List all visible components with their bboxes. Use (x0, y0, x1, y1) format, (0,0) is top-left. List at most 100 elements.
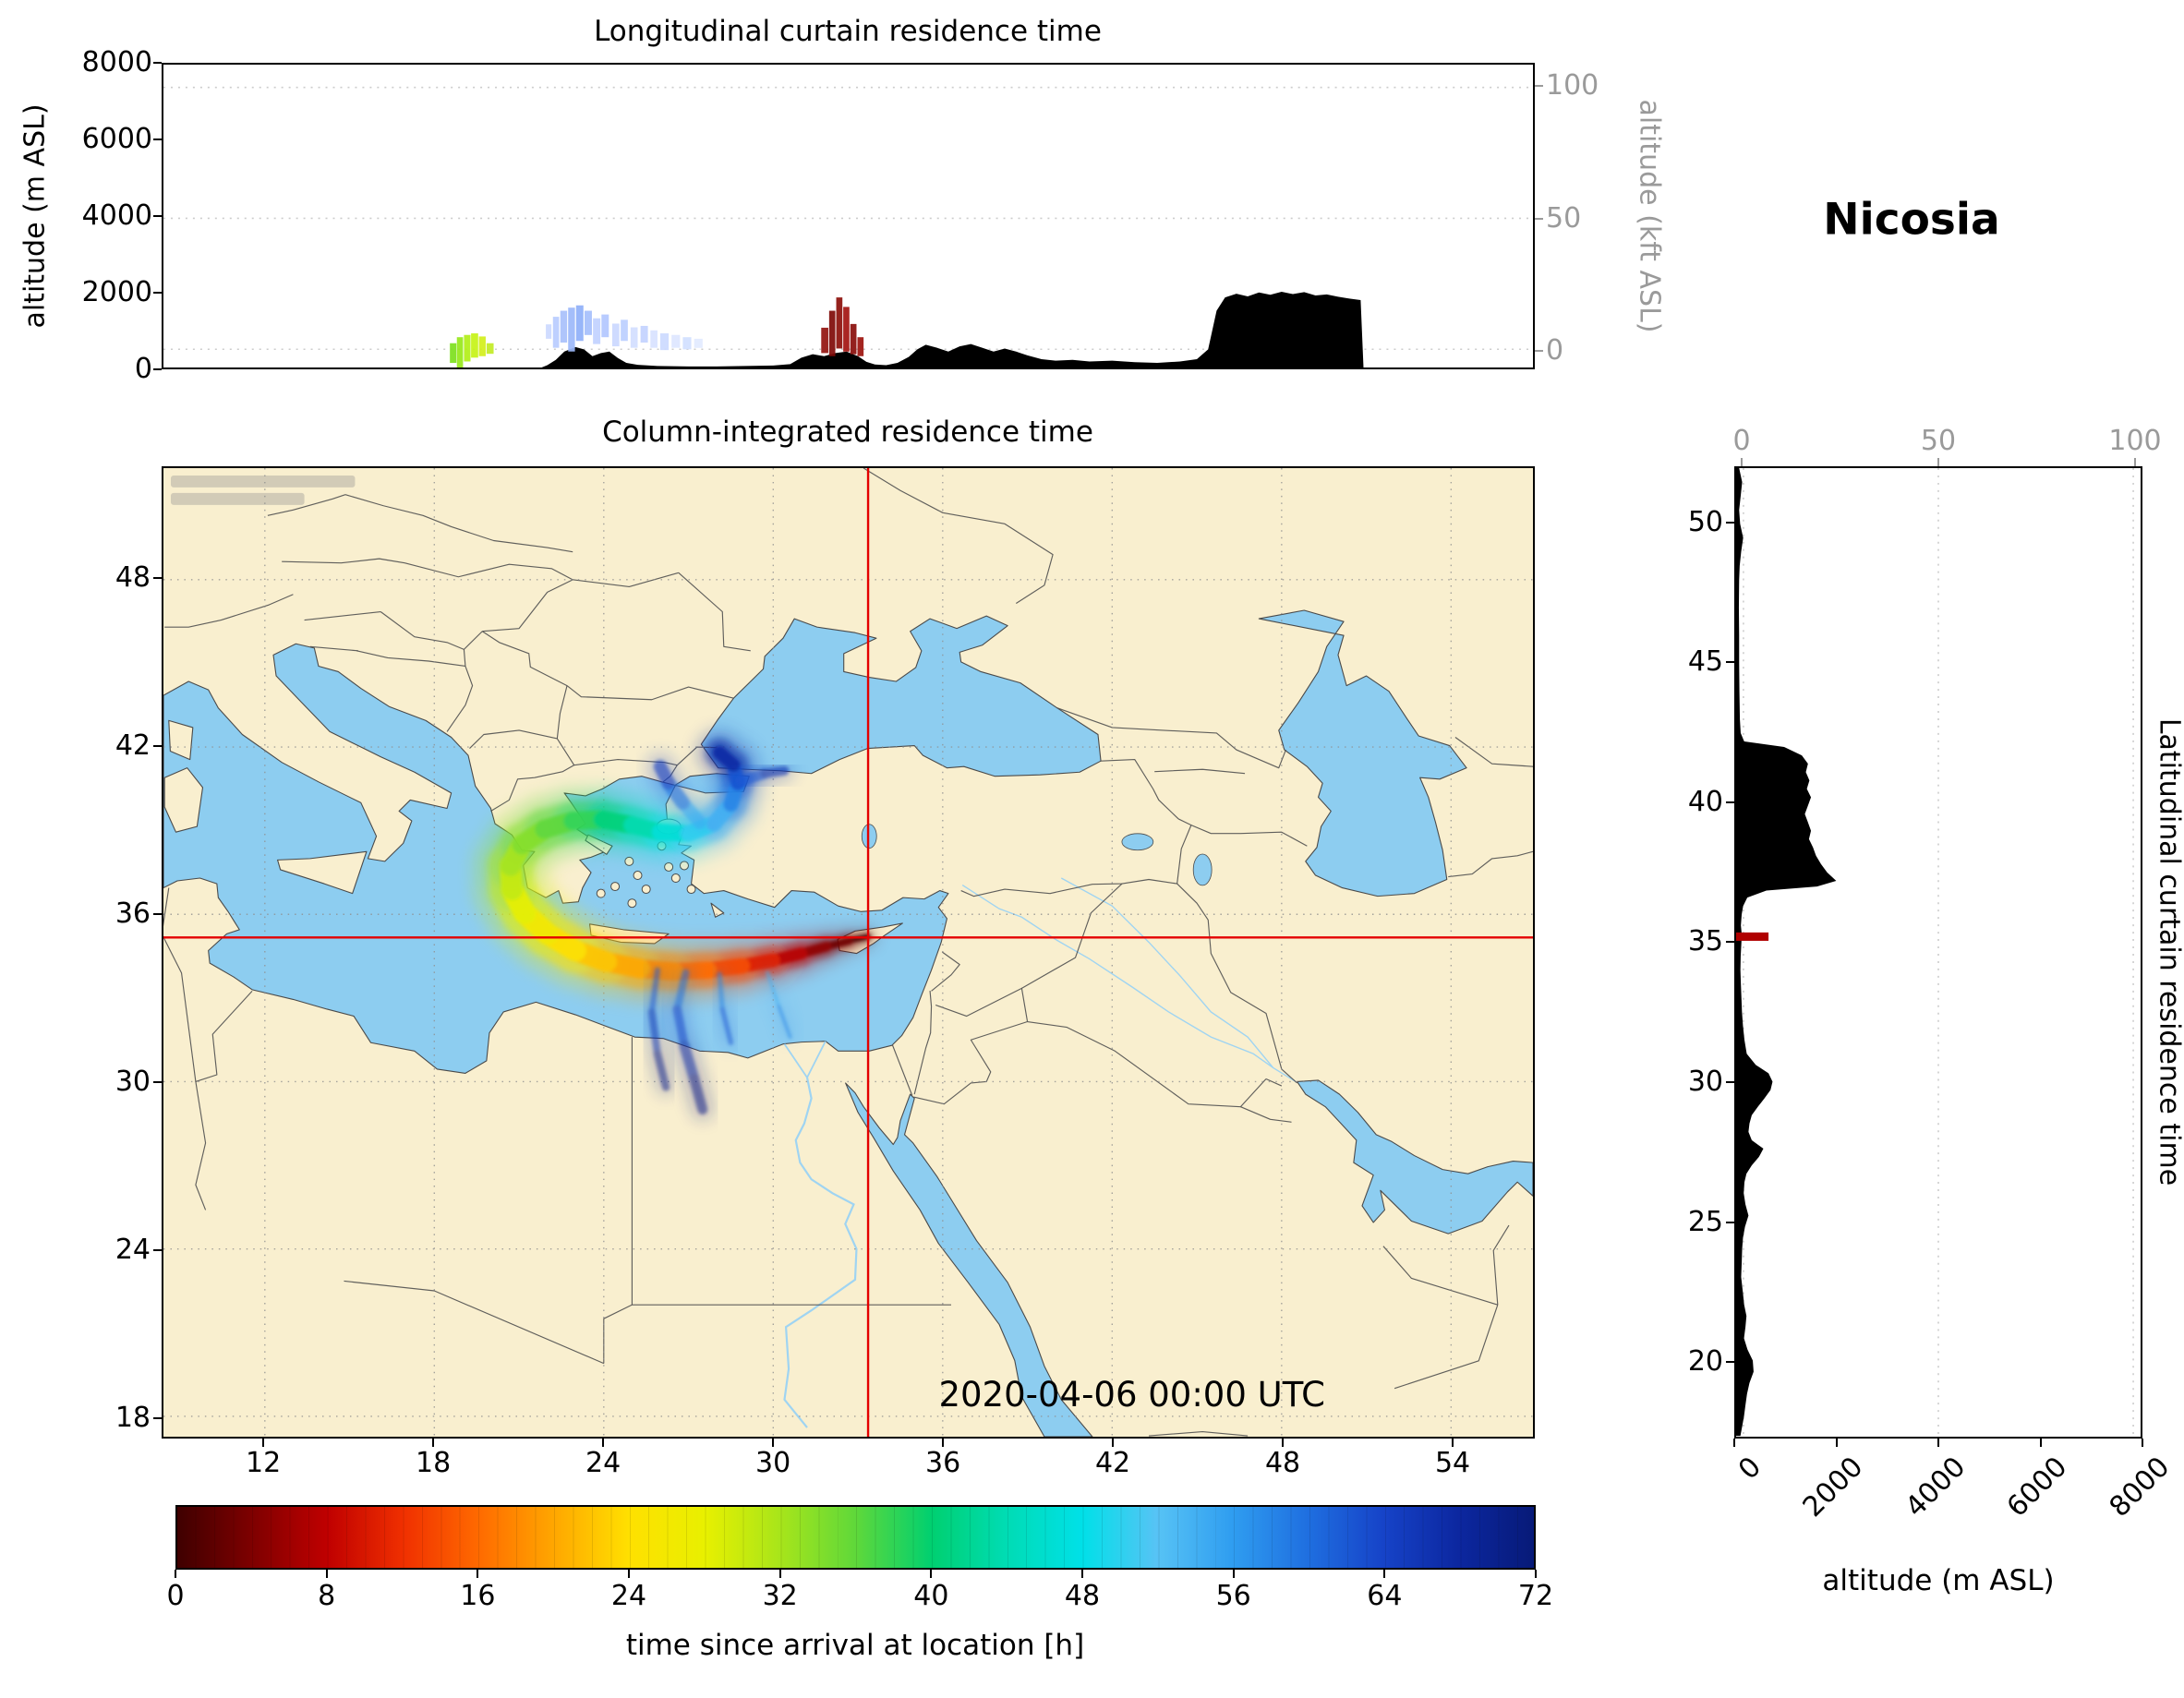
tick-mark (1081, 1570, 1083, 1578)
tick-mark (1535, 85, 1543, 87)
residence-cell (828, 310, 836, 356)
residence-cell (601, 314, 609, 338)
sardinia (163, 767, 204, 833)
tick-mark (602, 1439, 605, 1447)
latitudinal-residence-profile (1736, 468, 1837, 1437)
plume-segment (679, 1040, 700, 1085)
plume-branch (736, 765, 790, 787)
residence-cell (694, 338, 703, 348)
corsica (168, 719, 194, 761)
right-xtick-kft: 0 (1732, 425, 1751, 457)
top-ytick-kft: 100 (1546, 69, 1599, 102)
country-border (1265, 1078, 1283, 1087)
map-xtick: 18 (415, 1447, 452, 1479)
map-svg (163, 468, 1533, 1437)
country-border (344, 494, 573, 553)
plume-streak (672, 969, 708, 1115)
country-border (380, 611, 483, 650)
plume-segment (717, 971, 726, 1012)
right-ytick: 45 (1687, 645, 1723, 679)
tick-mark (432, 1439, 435, 1447)
map-plot: 2020-04-06 00:00 UTC (162, 466, 1535, 1439)
colorbar-tick: 56 (1215, 1580, 1251, 1612)
colorbar-tick: 48 (1064, 1580, 1101, 1612)
colorbar (175, 1505, 1536, 1570)
map-xtick: 54 (1434, 1447, 1471, 1479)
tick-mark (1726, 1361, 1734, 1364)
tick-mark (153, 368, 162, 370)
tick-mark (153, 745, 162, 748)
country-border (556, 685, 568, 740)
top-ylabel-left: altitude (m ASL) (18, 103, 52, 329)
country-border (164, 594, 294, 628)
country-border (344, 1280, 605, 1365)
country-border (195, 990, 253, 1210)
plume-segment (653, 760, 676, 790)
tick-mark (2039, 1439, 2042, 1447)
country-border (678, 572, 751, 652)
country-border (282, 558, 573, 581)
tick-mark (778, 1570, 781, 1578)
map-ytick: 42 (115, 729, 151, 763)
tick-mark (153, 913, 162, 916)
country-border (891, 1044, 913, 1096)
map-timestamp: 2020-04-06 00:00 UTC (938, 1375, 1325, 1415)
country-border (1394, 1304, 1499, 1390)
euphrates-river (961, 884, 1297, 1083)
residence-cell (575, 305, 584, 342)
tick-mark (1452, 1439, 1454, 1447)
tick-mark (1535, 350, 1543, 352)
top-ytick-m: 4000 (81, 199, 152, 232)
tick-mark (1383, 1570, 1386, 1578)
right-xtick: 0 (1732, 1451, 1768, 1487)
map-xtick: 30 (754, 1447, 791, 1479)
aegean-island (686, 885, 696, 895)
residence-cell (546, 324, 552, 339)
map-xtick: 12 (245, 1447, 282, 1479)
tick-mark (1535, 217, 1543, 220)
country-border (446, 666, 474, 732)
right-xtick-kft: 100 (2108, 425, 2162, 457)
tick-mark (153, 577, 162, 580)
residence-cell (682, 337, 692, 350)
country-border (1154, 768, 1246, 775)
country-border (863, 468, 1054, 605)
tick-mark (153, 1248, 162, 1251)
nile-delta-branch (783, 1043, 808, 1078)
tick-mark (153, 1416, 162, 1419)
tick-mark (1726, 941, 1734, 944)
tick-mark (1726, 1081, 1734, 1084)
country-border (935, 987, 1029, 1022)
tick-mark (1835, 1439, 1838, 1447)
aegean-island (641, 885, 651, 895)
right-panel-title: Latitudinal curtain residence time (2153, 717, 2184, 1186)
colorbar-label: time since arrival at location [h] (625, 1629, 1085, 1662)
plume-segment (648, 967, 661, 1016)
plume-segment (719, 1006, 734, 1045)
tick-mark (1733, 1439, 1735, 1447)
lake (1192, 853, 1213, 886)
residence-cell (659, 333, 670, 351)
tigris-river (1060, 877, 1274, 1068)
tick-mark (1726, 521, 1734, 524)
country-border (566, 685, 734, 701)
top-ytick-m: 0 (134, 353, 152, 385)
caspian-sea (1258, 609, 1467, 897)
country-border (960, 878, 1177, 897)
tick-mark (153, 62, 162, 64)
plume-branch (653, 760, 706, 829)
tick-mark (772, 1439, 775, 1447)
country-border (482, 579, 573, 632)
country-border (913, 990, 933, 1095)
right-xtick-kft: 50 (1920, 425, 1957, 457)
tick-mark (175, 1570, 176, 1578)
country-border (1027, 1020, 1267, 1108)
map-ytick: 36 (115, 897, 151, 931)
residence-cell (843, 307, 850, 352)
tick-mark (153, 1081, 162, 1084)
residence-cell (630, 327, 638, 348)
tick-mark (1112, 1439, 1115, 1447)
residence-cell (611, 323, 620, 347)
country-border (490, 765, 574, 812)
